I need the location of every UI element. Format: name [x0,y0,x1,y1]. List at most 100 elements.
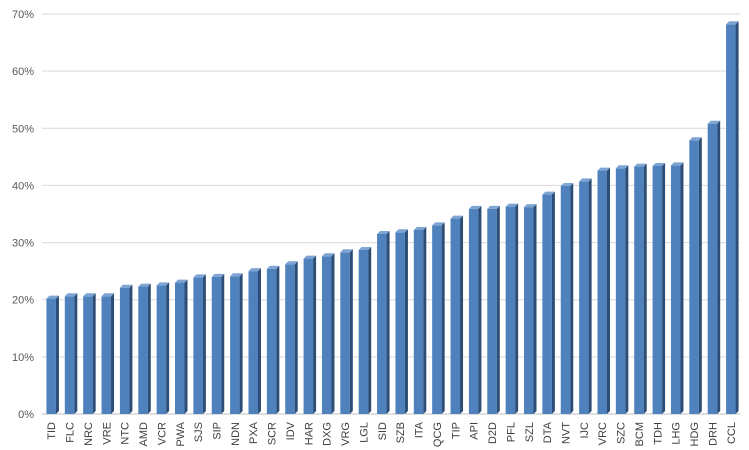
bar-bcm[interactable] [634,163,647,414]
bar-top [505,203,519,207]
bar-side [239,273,243,414]
x-tick-label: NDN [230,422,242,446]
bar-top [321,253,335,257]
bar-pfl[interactable] [505,203,519,414]
bar-front [707,123,718,414]
y-tick-label: 70% [12,9,34,21]
y-tick-label: 0% [18,409,34,421]
bar-top [450,215,464,219]
bar-top [340,249,353,253]
bar-side [606,167,610,414]
bar-front [615,168,626,414]
bar-drh[interactable] [707,120,721,414]
bar-tip[interactable] [450,215,464,414]
bar-hdg[interactable] [689,137,702,415]
bar-top [413,227,427,230]
x-tick-label: SZL [524,422,536,442]
bar-side [423,227,427,414]
bar-har[interactable] [303,255,317,414]
bar-front [634,166,644,414]
bar-front [211,276,222,414]
y-tick-label: 50% [12,123,34,135]
bar-front [358,250,369,414]
bar-top [230,273,243,277]
bar-szc[interactable] [615,165,629,414]
bar-side [643,163,647,414]
bar-front [138,286,148,414]
bar-side [460,215,464,414]
bar-szl[interactable] [524,204,537,414]
bar-ijc[interactable] [579,178,592,414]
bar-scr[interactable] [266,265,280,414]
bar-side [533,204,537,414]
bar-top [634,163,647,167]
bar-sip[interactable] [211,273,225,414]
bar-top [395,229,408,233]
bar-vrg[interactable] [340,249,353,414]
bar-side [588,178,592,414]
bar-vre[interactable] [101,293,115,414]
bar-top [468,205,482,209]
bar-side [680,162,684,414]
x-tick-label: SIP [212,422,224,440]
bar-lhg[interactable] [670,162,684,414]
bar-side [202,274,206,414]
bar-qcg[interactable] [432,222,445,414]
bar-idv[interactable] [285,261,298,414]
bar-side [313,255,317,414]
bar-vrc[interactable] [597,167,610,414]
x-tick-label: VRG [340,422,352,446]
bar-vcr[interactable] [156,282,170,414]
x-tick-label: IJC [579,422,591,439]
bar-top [432,222,445,226]
x-tick-label: SZC [616,422,628,444]
bar-side [221,273,225,414]
bar-top [615,165,629,169]
bar-front [432,225,442,414]
bar-front [579,181,589,414]
bar-front [303,258,314,414]
y-tick-label: 20% [12,295,34,307]
bar-pxa[interactable] [248,268,261,414]
bar-front [321,256,332,414]
bar-front [119,287,130,414]
bar-sjs[interactable] [193,274,206,414]
bar-tdh[interactable] [652,163,666,414]
bar-side [184,279,188,414]
bar-szb[interactable] [395,229,408,414]
bar-dta[interactable] [542,191,555,414]
bar-side [551,191,555,414]
bar-side [662,163,666,414]
bar-side [735,21,739,415]
bar-front [156,285,167,414]
bar-top [689,137,702,141]
bar-d2d[interactable] [487,205,500,414]
bar-top [193,274,206,278]
bar-top [377,231,390,234]
x-tick-label: ITA [414,421,426,438]
bar-dxg[interactable] [321,253,335,414]
bar-nrc[interactable] [83,293,96,414]
bar-side [147,283,151,414]
bar-nvt[interactable] [560,183,574,414]
bar-api[interactable] [468,205,482,414]
bar-side [129,284,133,414]
bar-amd[interactable] [138,283,151,414]
bar-ndn[interactable] [230,273,243,414]
bar-sid[interactable] [377,231,390,414]
bar-tid[interactable] [46,295,59,414]
bar-ita[interactable] [413,227,427,414]
bar-side [478,205,482,414]
bar-lgl[interactable] [358,247,372,414]
x-tick-label: TIP [450,422,462,439]
bar-side [257,268,261,414]
bar-flc[interactable] [64,293,78,414]
bar-front [175,282,185,414]
bar-top [358,247,372,250]
bar-ntc[interactable] [119,284,133,414]
x-tick-label: AMD [138,422,150,447]
bar-ccl[interactable] [726,21,739,415]
bar-pwa[interactable] [175,279,188,414]
bar-front [266,268,277,414]
